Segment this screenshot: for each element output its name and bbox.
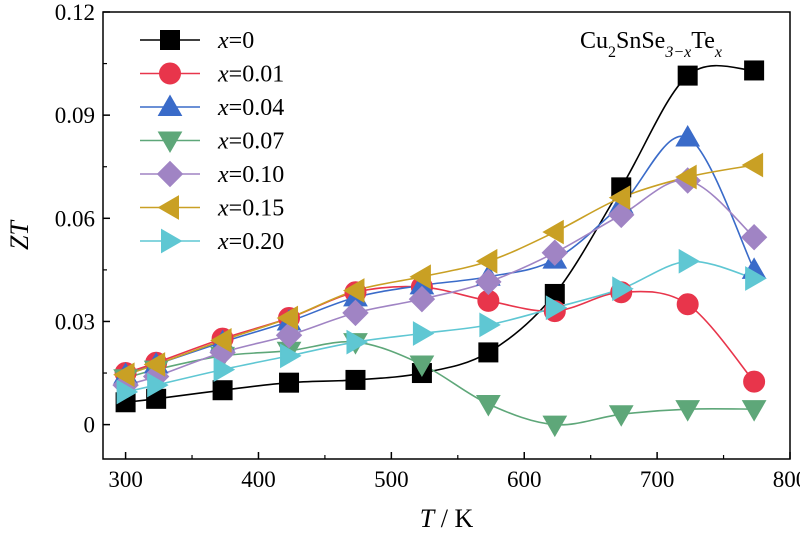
legend-marker (157, 94, 183, 116)
series-3-point (542, 415, 568, 438)
x-axis-title: T / K (420, 504, 474, 533)
series-0-point (677, 65, 698, 86)
x-tick-label: 600 (507, 467, 542, 492)
legend-marker (157, 195, 179, 220)
series-4-point (275, 322, 303, 349)
axis-tick-labels: 300 400 500 600 700 800 0 0.03 0.06 0.09 0.12 (55, 0, 800, 492)
y-tick-label: 0.06 (55, 206, 95, 231)
series-2-point (675, 125, 701, 147)
series-5-point (143, 352, 166, 377)
y-axis-title: ZT (5, 220, 34, 250)
series-3-point (475, 394, 501, 417)
series-3-point (675, 400, 701, 422)
series-6-point (545, 295, 568, 321)
x-tick-label: 300 (108, 467, 143, 492)
series-6-point (116, 379, 139, 405)
legend-marker (161, 228, 183, 254)
series-5-point (608, 185, 631, 211)
series-5-point (276, 305, 299, 331)
legend-marker (157, 131, 183, 154)
legend-label: x=0.07 (217, 129, 284, 155)
legend: x=0 x=0.01 x=0.04 x=0.07 x=0.10 x=0.15 x=0.20 (140, 28, 284, 255)
series-1-point (676, 293, 699, 316)
series-3-point (608, 405, 634, 427)
x-tick-label: 400 (241, 467, 276, 492)
series-0-point (744, 60, 765, 81)
series-0-point (345, 369, 366, 390)
axis-ticks (103, 11, 791, 459)
series-4-point (408, 285, 436, 313)
series-1-point (743, 370, 766, 393)
series-0-point (478, 342, 499, 363)
legend-label: x=0.10 (217, 162, 284, 188)
series-4-point (541, 239, 569, 266)
y-tick-label: 0 (84, 413, 96, 438)
series-6-point (412, 321, 435, 346)
series-0-point (279, 372, 300, 393)
legend-entry-0: x=0 (140, 28, 254, 54)
legend-entry-4: x=0.10 (140, 160, 284, 188)
series-6-point (147, 372, 169, 398)
series-markers (112, 60, 768, 438)
compound-annotation: Cu2SnSe3−xTex (580, 28, 722, 61)
series-5-point (741, 152, 764, 178)
x-tick-label: 700 (640, 467, 675, 492)
series-6-point (745, 266, 767, 291)
series-5-point (409, 264, 431, 290)
legend-entry-3: x=0.07 (140, 129, 284, 155)
legend-entry-5: x=0.15 (140, 195, 284, 222)
legend-marker (159, 62, 181, 85)
legend-entry-6: x=0.20 (140, 228, 284, 255)
legend-label: x=0.20 (217, 229, 284, 255)
series-5-point (675, 164, 697, 190)
legend-label: x=0.15 (217, 196, 284, 222)
series-4-point (608, 201, 635, 229)
series-4-point (475, 268, 502, 296)
legend-entry-1: x=0.01 (140, 62, 284, 88)
series-5-point (210, 328, 232, 353)
plot-frame (102, 11, 791, 460)
series-5-point (113, 362, 135, 388)
series-6-point (213, 357, 236, 382)
series-3-point (741, 400, 767, 422)
legend-label: x=0.01 (217, 62, 284, 88)
x-tick-label: 500 (374, 467, 409, 492)
series-5-point (475, 248, 498, 274)
series-6-point (280, 343, 302, 369)
series-0-point (212, 380, 233, 401)
legend-label: x=0.04 (217, 95, 284, 121)
series-4-point (740, 224, 768, 251)
series-6-point (346, 329, 368, 355)
legend-label: x=0 (217, 28, 254, 54)
series-6-point (678, 248, 701, 274)
x-tick-label: 800 (773, 467, 800, 492)
y-tick-label: 0.09 (55, 103, 95, 128)
legend-marker (156, 160, 184, 188)
legend-entry-2: x=0.04 (140, 94, 284, 121)
series-3-point (409, 355, 435, 377)
y-tick-label: 0.12 (55, 0, 95, 25)
legend-marker (160, 30, 180, 50)
series-4-point (342, 299, 369, 327)
series-5-point (342, 278, 365, 303)
series-6-point (479, 312, 501, 338)
y-tick-label: 0.03 (55, 309, 95, 334)
series-6-point (612, 276, 634, 302)
series-5-point (542, 219, 564, 245)
